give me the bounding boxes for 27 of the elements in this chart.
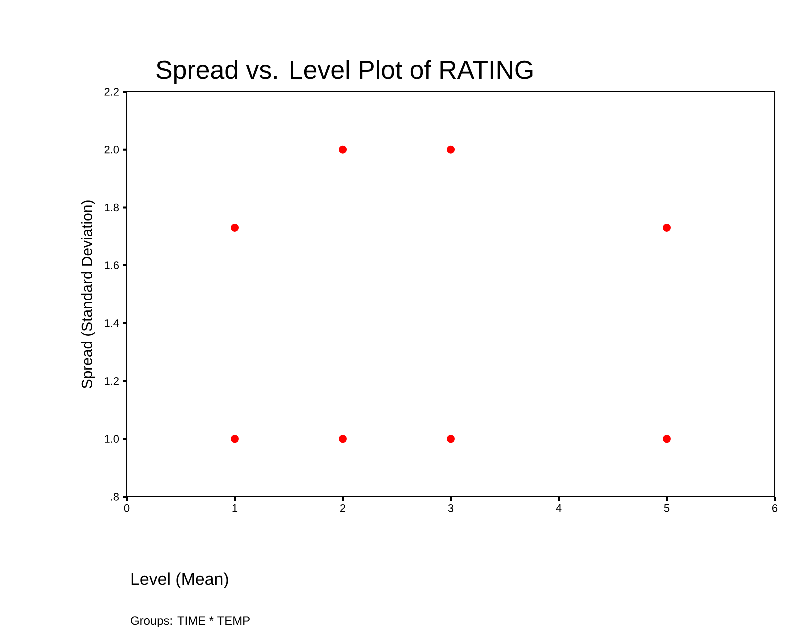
x-tick-label: 2 xyxy=(340,504,346,512)
point xyxy=(231,224,240,232)
y-tick-label: 1.4 xyxy=(105,320,120,328)
y-tick-label: 2.0 xyxy=(104,146,120,154)
x-tick-label: 1 xyxy=(232,504,238,512)
text: Groups: TIME * TEMP xyxy=(131,616,250,628)
x-tick-label: 4 xyxy=(556,504,562,512)
point xyxy=(339,146,348,154)
y-tick-label: 1.0 xyxy=(105,435,120,444)
y-axis-title: Spread (Standard Deviation) xyxy=(81,200,96,389)
y-tick-label: 2.2 xyxy=(104,88,119,96)
x-tick-label: 3 xyxy=(448,504,454,512)
point xyxy=(663,435,672,444)
point xyxy=(447,435,456,444)
x-axis-title: Level (Mean) xyxy=(132,572,228,588)
y-tick-label: 1.8 xyxy=(105,204,120,212)
point xyxy=(231,435,240,444)
chart-title: Spread vs. Level Plot of RATING xyxy=(156,60,533,84)
point xyxy=(339,435,348,444)
x-tick-label: 0 xyxy=(124,504,130,512)
point xyxy=(663,224,672,232)
x-tick-label: 6 xyxy=(772,504,778,512)
point xyxy=(447,146,456,154)
x-tick-label: 5 xyxy=(664,504,670,512)
y-tick-label: 1.6 xyxy=(105,262,120,270)
y-tick-label: 1.2 xyxy=(105,377,119,386)
y-tick-label: .8 xyxy=(111,493,120,501)
